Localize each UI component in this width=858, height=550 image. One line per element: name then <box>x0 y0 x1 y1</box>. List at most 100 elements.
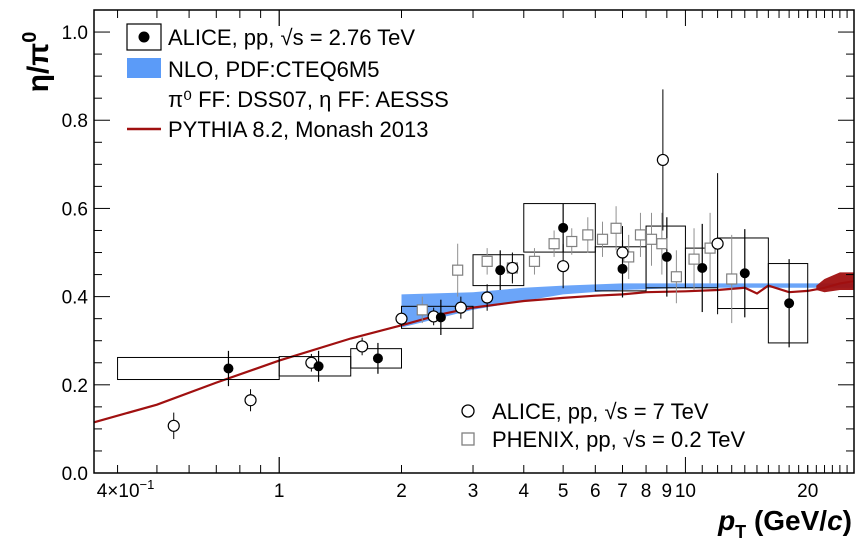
x-tick-label-base: 9 <box>662 481 673 502</box>
sys-box-alice-276 <box>472 254 525 287</box>
legend-entry-alice-276: ALICE, pp, √s = 2.76 TeV <box>168 25 415 50</box>
data-point-alice-276 <box>784 298 795 309</box>
svg-text:η/π0: η/π0 <box>19 32 55 93</box>
data-point-alice-276 <box>372 353 383 364</box>
data-point-phenix <box>528 255 541 267</box>
legend-marker-phenix <box>461 432 475 446</box>
x-tick-label: 8 <box>641 481 652 502</box>
data-point-alice-7 <box>356 340 369 353</box>
x-axis-label-main: p <box>717 505 735 536</box>
x-tick-label-base: 8 <box>641 481 652 502</box>
x-tick-label-base: 10 <box>675 481 696 502</box>
data-point-alice-276 <box>558 222 569 233</box>
x-tick-label: 1 <box>274 481 285 502</box>
data-point-alice-276 <box>313 361 324 372</box>
data-point-phenix <box>582 229 594 241</box>
data-point-alice-276 <box>739 268 750 279</box>
data-point-alice-7 <box>395 312 408 325</box>
x-tick-label-sup: −1 <box>140 477 155 492</box>
data-point-alice-7 <box>557 260 570 273</box>
data-point-phenix <box>610 222 622 234</box>
x-tick-label: 4 <box>518 481 529 502</box>
data-point-phenix <box>726 273 738 285</box>
data-point-alice-7 <box>454 301 467 314</box>
data-point-phenix <box>416 304 428 316</box>
x-axis-label-unit: (GeV/ <box>746 505 827 536</box>
data-point-alice-276 <box>661 251 672 262</box>
data-point-phenix <box>688 253 700 265</box>
x-tick-label: 4×10−1 <box>97 477 155 502</box>
x-axis-label-unit-end: ) <box>843 505 852 536</box>
legend-marker-alice-7 <box>461 404 475 418</box>
data-point-alice-7 <box>506 261 519 275</box>
legend-entry-phenix: PHENIX, pp, √s = 0.2 TeV <box>492 427 746 452</box>
legend-marker-nlo <box>127 58 161 78</box>
data-point-alice-276 <box>435 312 446 323</box>
x-tick-label-base: 3 <box>468 481 479 502</box>
sys-box-alice-276 <box>767 263 809 344</box>
data-point-phenix <box>645 233 658 245</box>
y-tick-label: 0.8 <box>62 111 88 132</box>
data-point-phenix <box>670 271 682 283</box>
x-axis-label-unit-italic: c <box>827 505 843 536</box>
data-point-alice-7 <box>481 291 494 304</box>
legend-marker-alice-276-dot <box>138 31 150 43</box>
legend-entry-nlo: NLO, PDF:CTEQ6M5 <box>168 57 379 82</box>
data-point-alice-7 <box>244 394 257 407</box>
x-tick-label-base: 1 <box>274 481 285 502</box>
sys-box-alice-276 <box>350 348 402 369</box>
data-point-alice-7 <box>616 246 629 259</box>
data-point-alice-276 <box>495 265 506 276</box>
x-tick-label: 20 <box>797 481 818 502</box>
x-axis-label-sub: T <box>735 522 746 542</box>
x-tick-label-base: 2 <box>396 481 407 502</box>
y-tick-label: 0.4 <box>62 288 89 309</box>
x-tick-label: 2 <box>396 481 407 502</box>
legend-bottom: ALICE, pp, √s = 7 TeV PHENIX, pp, √s = 0… <box>461 399 746 452</box>
y-axis-label: η/π0 <box>19 32 55 93</box>
data-point-phenix <box>548 238 560 250</box>
y-tick-label: 0.6 <box>62 199 88 220</box>
nlo-band <box>401 283 854 328</box>
data-point-phenix <box>566 235 578 248</box>
data-point-phenix <box>596 233 609 245</box>
x-tick-label: 6 <box>590 481 601 502</box>
legend-entry-ff: π⁰ FF: DSS07, η FF: AESSS <box>168 87 449 112</box>
data-point-alice-276 <box>223 363 234 374</box>
x-axis-label: pT (GeV/c) <box>717 505 852 542</box>
data-point-alice-276 <box>697 262 708 273</box>
y-tick-label: 1.0 <box>62 23 88 44</box>
x-tick-label: 3 <box>468 481 479 502</box>
theory-bands-layer <box>93 272 855 424</box>
x-tick-label-base: 4×10 <box>97 481 140 502</box>
x-tick-label: 10 <box>675 481 696 502</box>
legend-top: ALICE, pp, √s = 2.76 TeV NLO, PDF:CTEQ6M… <box>126 23 449 142</box>
data-point-alice-276 <box>617 263 628 274</box>
data-point-phenix <box>452 264 464 276</box>
data-point-phenix <box>656 238 668 250</box>
x-tick-label: 7 <box>617 481 628 502</box>
data-point-alice-7 <box>711 237 724 250</box>
plot-frame <box>93 9 855 474</box>
data-point-alice-7 <box>656 153 669 167</box>
y-axis-label-sup: 0 <box>19 32 41 43</box>
data-point-phenix <box>481 255 493 267</box>
x-tick-label-base: 4 <box>518 481 529 502</box>
sys-box-alice-276 <box>523 203 596 253</box>
x-tick-label-base: 20 <box>797 481 818 502</box>
axes-layer: 0.0 0.2 0.4 0.6 0.8 1.0 4×10−1 1 2 3 4 5 6 7 8 9 10 20 <box>62 10 855 502</box>
y-axis-label-main: η/π <box>22 43 55 93</box>
x-tick-label: 5 <box>558 481 569 502</box>
legend-entry-alice-7: ALICE, pp, √s = 7 TeV <box>492 399 709 424</box>
x-tick-label-base: 5 <box>558 481 569 502</box>
pythia-band-end <box>816 272 854 293</box>
data-point-phenix <box>634 229 647 241</box>
legend-entry-pythia: PYTHIA 8.2, Monash 2013 <box>168 117 429 142</box>
y-tick-label: 0.2 <box>62 376 88 397</box>
x-tick-label-base: 6 <box>590 481 601 502</box>
markers-layer <box>167 153 795 432</box>
x-tick-label-base: 7 <box>617 481 628 502</box>
x-tick-label: 9 <box>662 481 673 502</box>
y-tick-label: 0.0 <box>62 464 88 485</box>
